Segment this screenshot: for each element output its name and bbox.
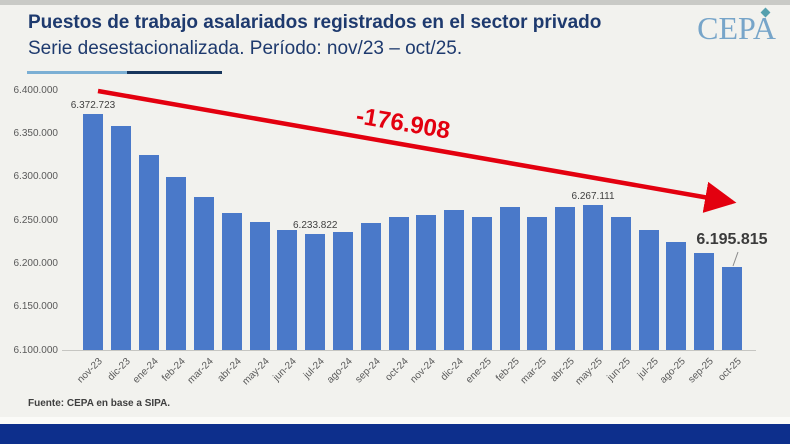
bar bbox=[444, 209, 465, 350]
footer-band bbox=[0, 424, 790, 444]
y-tick-label: 6.200.000 bbox=[13, 257, 59, 269]
bar bbox=[499, 207, 520, 350]
x-axis-line bbox=[62, 350, 756, 351]
bar bbox=[610, 217, 631, 350]
page-subtitle: Serie desestacionalizada. Período: nov/2… bbox=[28, 38, 463, 59]
bar bbox=[166, 176, 187, 350]
pre-footer-strip bbox=[0, 417, 790, 424]
bar bbox=[471, 217, 492, 350]
bar bbox=[583, 205, 604, 350]
bar bbox=[138, 154, 159, 350]
source-note: Fuente: CEPA en base a SIPA. bbox=[28, 398, 171, 409]
decline-arrow bbox=[97, 88, 737, 213]
bar bbox=[555, 207, 576, 350]
page-title: Puestos de trabajo asalariados registrad… bbox=[28, 12, 602, 33]
bar bbox=[416, 215, 437, 350]
bar-value-label: 6.195.815 bbox=[696, 230, 768, 248]
bar-value-label: 6.372.723 bbox=[70, 99, 116, 111]
bar bbox=[277, 230, 298, 350]
bar bbox=[527, 216, 548, 350]
label-leader-line bbox=[732, 251, 739, 267]
bar bbox=[194, 197, 215, 350]
underline-light-segment bbox=[27, 71, 127, 74]
y-tick-label: 6.250.000 bbox=[13, 214, 59, 226]
bar bbox=[638, 229, 659, 350]
top-strip bbox=[0, 0, 790, 5]
bar bbox=[249, 221, 270, 350]
bar bbox=[721, 266, 742, 350]
bar bbox=[305, 234, 326, 350]
bar bbox=[360, 223, 381, 350]
bar bbox=[333, 231, 354, 350]
underline-dark-segment bbox=[127, 71, 222, 74]
bar bbox=[388, 216, 409, 350]
bar-value-label: 6.267.111 bbox=[571, 191, 615, 203]
title-underline bbox=[27, 71, 222, 74]
bar bbox=[83, 113, 103, 350]
y-tick-label: 6.100.000 bbox=[13, 344, 59, 356]
bar-value-label: 6.233.822 bbox=[292, 220, 338, 232]
cepa-logo-text: CEPA bbox=[697, 10, 776, 46]
y-tick-label: 6.350.000 bbox=[13, 127, 59, 139]
cepa-logo: CEPA bbox=[697, 7, 776, 47]
y-tick-label: 6.300.000 bbox=[13, 171, 59, 183]
bar bbox=[666, 241, 687, 350]
y-tick-label: 6.150.000 bbox=[13, 301, 59, 313]
bar bbox=[221, 213, 242, 350]
y-tick-label: 6.400.000 bbox=[13, 84, 59, 96]
bar bbox=[694, 253, 715, 350]
bar bbox=[110, 125, 131, 350]
